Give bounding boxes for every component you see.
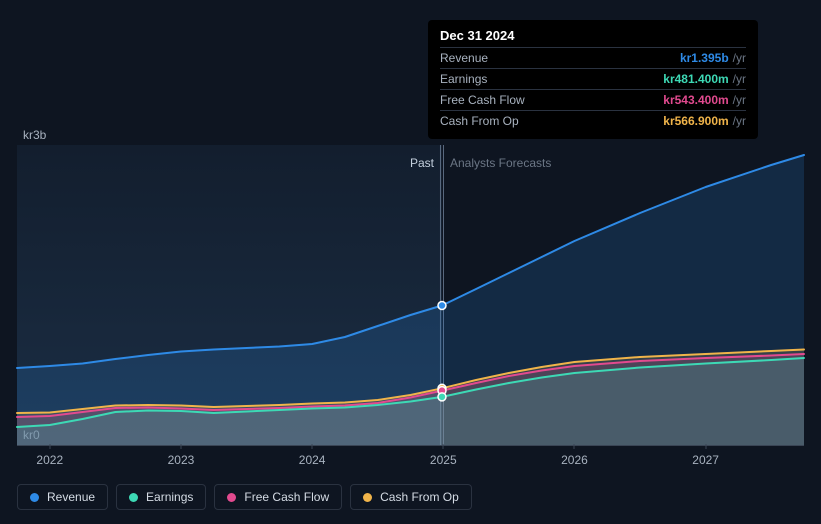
tooltip-row-label: Free Cash Flow bbox=[440, 93, 663, 107]
legend-dot-icon bbox=[363, 493, 372, 502]
tooltip-row-label: Cash From Op bbox=[440, 114, 663, 128]
legend-dot-icon bbox=[227, 493, 236, 502]
x-axis-tick-label: 2024 bbox=[299, 453, 326, 467]
series-marker-earnings bbox=[438, 393, 446, 401]
x-axis-tick-label: 2026 bbox=[561, 453, 588, 467]
legend-item-revenue[interactable]: Revenue bbox=[17, 484, 108, 510]
tooltip-row-label: Earnings bbox=[440, 72, 663, 86]
x-axis-tick-mark bbox=[574, 444, 575, 449]
chart-legend: Revenue Earnings Free Cash Flow Cash From O… bbox=[17, 484, 472, 510]
x-axis-tick-mark bbox=[49, 444, 50, 449]
x-axis-tick-label: 2023 bbox=[168, 453, 195, 467]
tooltip-row-unit: /yr bbox=[733, 114, 746, 128]
legend-item-label: Earnings bbox=[146, 490, 193, 504]
x-axis-tick-mark bbox=[180, 444, 181, 449]
tooltip-row-label: Revenue bbox=[440, 51, 680, 65]
x-axis: 2022 2023 2024 2025 2026 2027 bbox=[17, 449, 804, 469]
legend-item-cash_from_op[interactable]: Cash From Op bbox=[350, 484, 472, 510]
legend-item-label: Revenue bbox=[47, 490, 95, 504]
x-axis-tick-mark bbox=[443, 444, 444, 449]
legend-item-label: Free Cash Flow bbox=[244, 490, 329, 504]
tooltip-row: Revenuekr1.395b/yr bbox=[440, 47, 746, 68]
tooltip-row: Cash From Opkr566.900m/yr bbox=[440, 110, 746, 131]
tooltip-date: Dec 31 2024 bbox=[440, 28, 746, 47]
tooltip-row: Free Cash Flowkr543.400m/yr bbox=[440, 89, 746, 110]
tooltip-row-unit: /yr bbox=[733, 93, 746, 107]
tooltip-row-value: kr1.395b bbox=[680, 51, 729, 65]
series-marker-revenue bbox=[438, 302, 446, 310]
x-axis-tick-mark bbox=[312, 444, 313, 449]
legend-dot-icon bbox=[30, 493, 39, 502]
tooltip-row-unit: /yr bbox=[733, 72, 746, 86]
legend-item-free_cash_flow[interactable]: Free Cash Flow bbox=[214, 484, 342, 510]
x-axis-tick-label: 2022 bbox=[36, 453, 63, 467]
legend-item-label: Cash From Op bbox=[380, 490, 459, 504]
x-axis-tick-mark bbox=[705, 444, 706, 449]
tooltip-row-value: kr543.400m bbox=[663, 93, 728, 107]
x-axis-tick-label: 2027 bbox=[692, 453, 719, 467]
tooltip-row-value: kr481.400m bbox=[663, 72, 728, 86]
legend-item-earnings[interactable]: Earnings bbox=[116, 484, 206, 510]
legend-dot-icon bbox=[129, 493, 138, 502]
chart-tooltip: Dec 31 2024 Revenuekr1.395b/yrEarningskr… bbox=[428, 20, 758, 139]
tooltip-row-value: kr566.900m bbox=[663, 114, 728, 128]
tooltip-row-unit: /yr bbox=[733, 51, 746, 65]
tooltip-row: Earningskr481.400m/yr bbox=[440, 68, 746, 89]
x-axis-tick-label: 2025 bbox=[430, 453, 457, 467]
